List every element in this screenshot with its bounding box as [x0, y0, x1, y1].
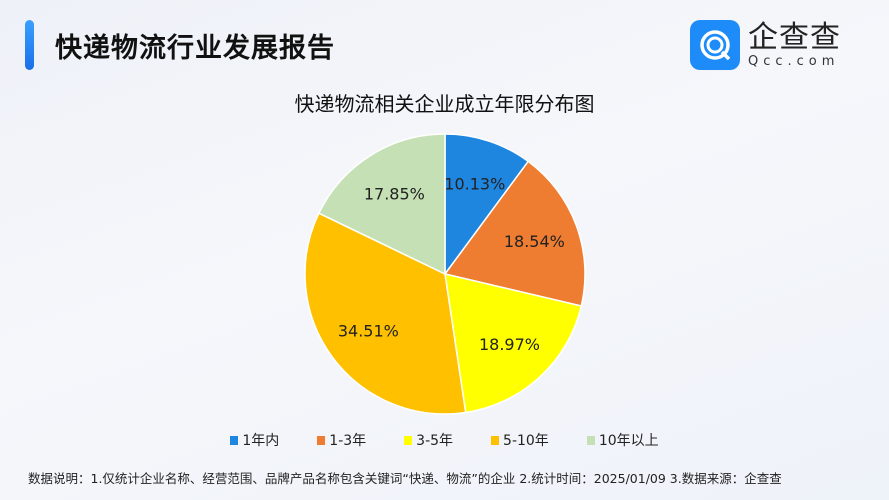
data-label: 18.97%	[479, 335, 540, 354]
pie-slice-4	[317, 133, 446, 276]
data-label: 34.51%	[338, 321, 399, 340]
legend-swatch	[317, 435, 326, 445]
chart-legend: 1年内 1-3年 3-5年 5-10年 10年以上	[0, 430, 889, 450]
chart-title: 快递物流相关企业成立年限分布图	[294, 92, 595, 116]
qcc-logo: 企查查 Qcc.com	[690, 20, 841, 70]
title-accent-bar	[25, 20, 34, 70]
legend-item: 5-10年	[491, 430, 549, 450]
legend-swatch	[586, 435, 595, 445]
logo-cn-text: 企查查	[748, 19, 841, 55]
legend-label: 3-5年	[416, 433, 454, 449]
pie-slice-0	[444, 133, 530, 277]
legend-item: 10年以上	[586, 430, 659, 450]
data-label: 18.54%	[504, 232, 565, 251]
legend-label: 5-10年	[503, 433, 549, 449]
data-note: 数据说明：1.仅统计企业名称、经营范围、品牌产品名称包含关键词“快递、物流”的企…	[28, 471, 782, 486]
legend-item: 3-5年	[404, 430, 453, 450]
legend-swatch	[491, 435, 500, 445]
data-label: 10.13%	[444, 175, 505, 194]
pie-chart: 10.13% 18.54% 18.97% 34.51% 17.85%	[304, 133, 586, 415]
qcc-logo-icon	[690, 20, 740, 70]
page-title: 快递物流行业发展报告	[55, 33, 335, 64]
legend-item: 1-3年	[317, 430, 366, 450]
pie-slice-3	[304, 212, 467, 415]
logo-en-text: Qcc.com	[748, 53, 840, 69]
pie-slice-1	[443, 160, 586, 307]
legend-swatch	[230, 435, 239, 445]
legend-item: 1年内	[230, 430, 279, 450]
legend-label: 1年内	[242, 433, 280, 449]
legend-swatch	[404, 435, 413, 445]
data-label: 17.85%	[364, 184, 425, 203]
pie-slice-2	[444, 273, 583, 414]
legend-label: 10年以上	[598, 433, 659, 449]
legend-label: 1-3年	[329, 433, 367, 449]
